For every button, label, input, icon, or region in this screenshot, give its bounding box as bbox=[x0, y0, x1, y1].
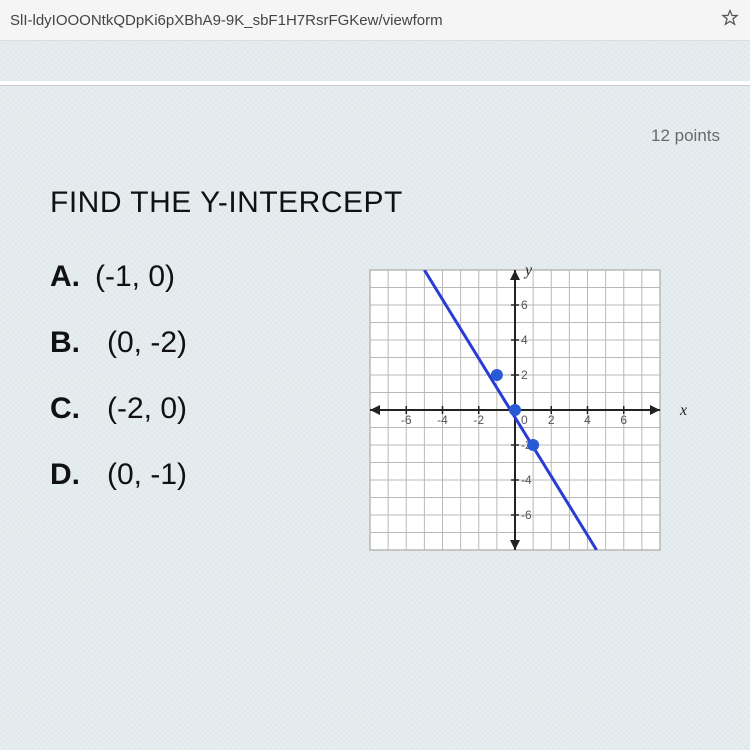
option-letter: B. bbox=[50, 326, 95, 360]
option-letter: D. bbox=[50, 458, 95, 492]
svg-text:4: 4 bbox=[584, 413, 591, 427]
url-text: SlI-ldyIOOONtkQDpKi6pXBhA9-9K_sbF1H7RsrF… bbox=[10, 12, 720, 29]
svg-text:6: 6 bbox=[620, 413, 627, 427]
svg-text:-6: -6 bbox=[521, 508, 532, 522]
svg-text:-2: -2 bbox=[473, 413, 484, 427]
svg-text:-4: -4 bbox=[437, 413, 448, 427]
points-label: 12 points bbox=[0, 86, 750, 156]
svg-text:0: 0 bbox=[521, 413, 528, 427]
svg-text:4: 4 bbox=[521, 333, 528, 347]
option-letter: C. bbox=[50, 392, 95, 426]
browser-address-bar: SlI-ldyIOOONtkQDpKi6pXBhA9-9K_sbF1H7RsrF… bbox=[0, 0, 750, 41]
bookmark-star-icon[interactable] bbox=[720, 8, 740, 32]
question-title: FIND THE Y-INTERCEPT bbox=[0, 156, 750, 260]
option-value: (-2, 0) bbox=[107, 392, 187, 426]
answer-option[interactable]: A. (-1, 0) bbox=[50, 260, 350, 294]
coordinate-graph: -6-6-4-4-2-22244660xy bbox=[350, 260, 670, 560]
answer-option[interactable]: C. (-2, 0) bbox=[50, 392, 350, 426]
svg-text:2: 2 bbox=[548, 413, 555, 427]
svg-text:y: y bbox=[523, 262, 533, 279]
answer-options: A. (-1, 0) B. (0, -2) C. (-2, 0) D. (0, … bbox=[50, 260, 350, 524]
answer-option[interactable]: D. (0, -1) bbox=[50, 458, 350, 492]
svg-text:2: 2 bbox=[521, 368, 528, 382]
option-letter: A. bbox=[50, 260, 95, 294]
answer-option[interactable]: B. (0, -2) bbox=[50, 326, 350, 360]
svg-text:-4: -4 bbox=[521, 473, 532, 487]
option-value: (-1, 0) bbox=[95, 260, 175, 294]
option-value: (0, -1) bbox=[107, 458, 187, 492]
svg-text:-6: -6 bbox=[401, 413, 412, 427]
svg-text:6: 6 bbox=[521, 298, 528, 312]
svg-text:x: x bbox=[679, 402, 687, 419]
option-value: (0, -2) bbox=[107, 326, 187, 360]
